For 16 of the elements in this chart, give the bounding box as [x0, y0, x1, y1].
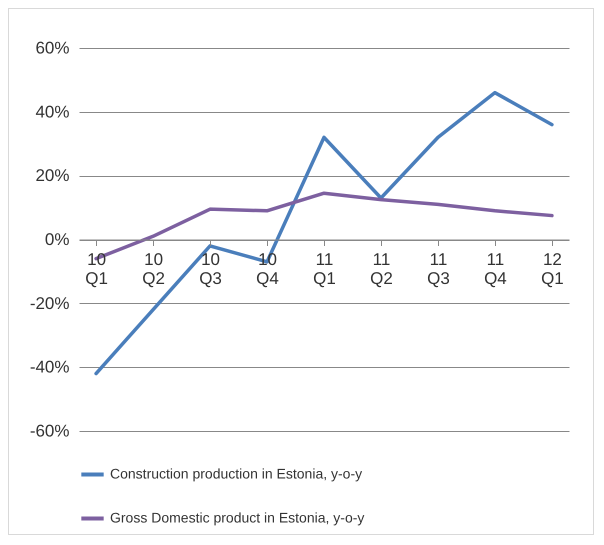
x-tick-label: 12 Q1: [541, 250, 564, 288]
x-tick-label: 10 Q3: [199, 250, 222, 288]
x-tick-label: 11 Q4: [484, 250, 507, 288]
legend-label: Construction production in Estonia, y-o-y: [110, 466, 362, 482]
y-tick-label: -20%: [30, 294, 70, 313]
y-tick-label: 0%: [44, 230, 70, 249]
x-tick-label: 11 Q3: [427, 250, 450, 288]
x-tick-label: 10 Q2: [142, 250, 165, 288]
y-tick-label: -40%: [30, 358, 70, 377]
legend-label: Gross Domestic product in Estonia, y-o-y: [110, 510, 364, 526]
x-tick-label: 11 Q1: [313, 250, 336, 288]
y-tick-label: 40%: [35, 102, 70, 122]
y-tick-label: 20%: [35, 166, 70, 186]
y-tick-label: 60%: [35, 38, 70, 58]
y-tick-label: -60%: [30, 422, 70, 440]
x-tick-label: 11 Q2: [370, 250, 393, 288]
